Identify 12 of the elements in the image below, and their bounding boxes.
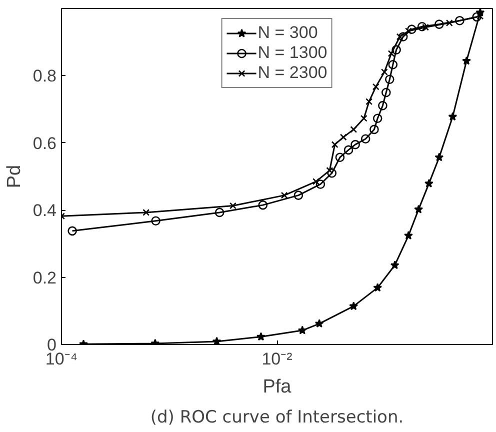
x-axis-title: Pfa bbox=[262, 376, 292, 398]
text: (d) ROC curve of Intersection. bbox=[150, 408, 404, 428]
legend-label: N = 2300 bbox=[258, 63, 328, 83]
y-axis-title: Pd bbox=[4, 164, 25, 188]
legend-label: N = 1300 bbox=[258, 43, 328, 63]
y-tick-label: 0.4 bbox=[32, 201, 57, 220]
y-tick-label: 0.2 bbox=[32, 268, 57, 288]
y-tick-label: 0.8 bbox=[32, 66, 57, 86]
y-tick-label: 0.6 bbox=[32, 134, 57, 153]
x-tick-label: 10⁻² bbox=[262, 350, 293, 368]
legend-label: N = 300 bbox=[258, 23, 318, 43]
x-tick-label: 10⁻⁴ bbox=[45, 350, 78, 368]
